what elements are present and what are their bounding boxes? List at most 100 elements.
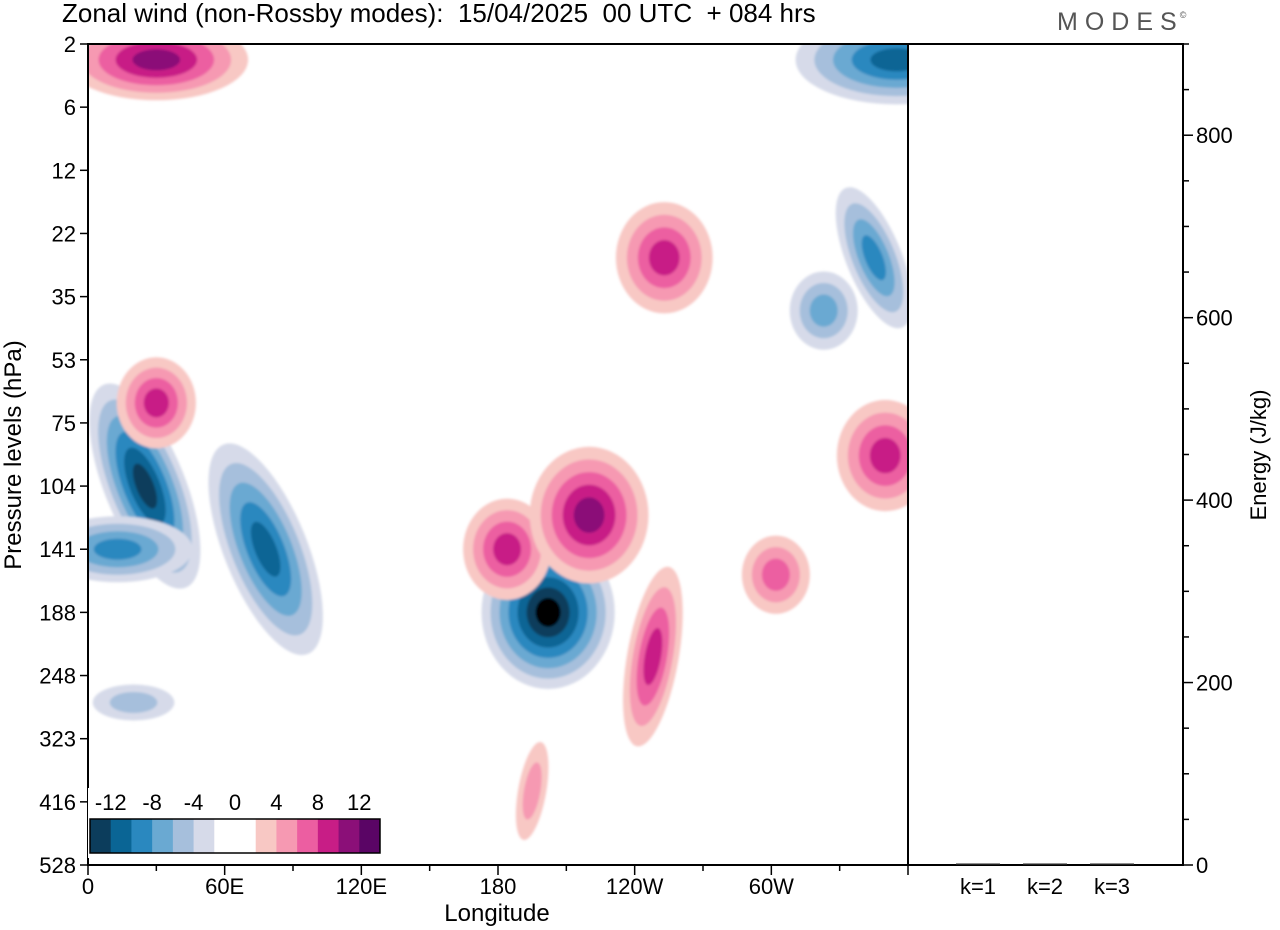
colorbar-swatch xyxy=(359,819,381,853)
colorbar-swatch xyxy=(110,819,132,853)
x-tick-label: 120E xyxy=(336,874,387,899)
wind-feature-easterly xyxy=(92,684,175,721)
wind-feature-westerly xyxy=(836,399,908,512)
contour-fill xyxy=(861,235,886,281)
y-tick-label: 6 xyxy=(64,95,76,120)
contour-fill xyxy=(522,762,542,820)
y-tick-label: 248 xyxy=(39,664,76,689)
wind-feature-easterly xyxy=(789,271,858,350)
wind-feature-westerly xyxy=(463,498,552,600)
contour-fill xyxy=(643,628,663,686)
colorbar-label: 0 xyxy=(229,790,241,815)
x-axis-label: Longitude xyxy=(444,900,549,927)
wind-feature-westerly xyxy=(515,741,549,840)
energy-axis-label: Energy (J/kg) xyxy=(1246,390,1271,521)
colorbar-swatch xyxy=(152,819,174,853)
contour-fill xyxy=(535,597,561,627)
heatmap-plot xyxy=(88,44,908,865)
colorbar-label: 12 xyxy=(347,790,371,815)
y-tick-label: 104 xyxy=(39,474,76,499)
colorbar-swatch xyxy=(90,819,112,853)
x-tick-label: 60W xyxy=(749,874,794,899)
colorbar-swatch xyxy=(255,819,277,853)
colorbar-label: -4 xyxy=(184,790,204,815)
contour-fill xyxy=(132,463,158,509)
y-tick-label: 12 xyxy=(52,158,76,183)
contour-fill xyxy=(93,538,142,560)
brand-name: MODES xyxy=(1057,8,1184,36)
y-tick-label: 323 xyxy=(39,727,76,752)
colorbar-swatch xyxy=(131,819,153,853)
contour-fill xyxy=(573,497,605,533)
y-tick-label: 22 xyxy=(52,221,76,246)
colorbar-swatch xyxy=(214,819,236,853)
x-tick-label: 120W xyxy=(606,874,664,899)
colorbar-swatch xyxy=(235,819,257,853)
wind-feature-westerly xyxy=(88,44,249,101)
colorbar-label: 4 xyxy=(270,790,282,815)
energy-bar xyxy=(1090,863,1134,865)
energy-tick-label: 600 xyxy=(1196,306,1233,331)
brand-mark: © xyxy=(1179,10,1187,20)
colorbar-frame xyxy=(89,818,381,854)
energy-tick-label: 0 xyxy=(1196,853,1208,878)
energy-bar xyxy=(956,863,1000,865)
energy-category-label: k=1 xyxy=(960,874,996,899)
contour-fill xyxy=(870,48,908,72)
colorbar-label: -8 xyxy=(142,790,162,815)
y-tick-label: 141 xyxy=(39,537,76,562)
wind-feature-westerly xyxy=(529,446,649,584)
contour-fill xyxy=(809,294,838,327)
colorbar: -12 -8 -4 0 4 8 12 xyxy=(88,788,384,858)
wind-feature-easterly xyxy=(795,44,908,105)
wind-feature-easterly xyxy=(208,443,323,656)
x-axis: 0 60E 120E 180 120W 60W xyxy=(82,865,909,899)
wind-feature-westerly xyxy=(615,202,713,314)
y-tick-label: 53 xyxy=(52,348,76,373)
colorbar-swatch xyxy=(276,819,298,853)
wind-feature-westerly xyxy=(623,566,683,747)
energy-bar-chart: 0 200 400 600 800 k=1 k=2 k=3 xyxy=(956,43,1233,899)
colorbar-swatch xyxy=(338,819,360,853)
contour-fill xyxy=(648,240,680,276)
contour-fill xyxy=(250,521,281,577)
y-tick-label: 75 xyxy=(52,411,76,436)
wind-feature-easterly xyxy=(835,187,908,329)
energy-category-label: k=2 xyxy=(1027,874,1063,899)
y-tick-label: 35 xyxy=(52,285,76,310)
x-tick-label: 0 xyxy=(82,874,94,899)
contour-fill xyxy=(493,533,522,566)
y-tick-label: 416 xyxy=(39,790,76,815)
colorbar-swatch xyxy=(297,819,319,853)
x-tick-label: 60E xyxy=(205,874,244,899)
wind-feature-westerly xyxy=(116,357,196,449)
colorbar-swatch xyxy=(193,819,215,853)
heatmap-background xyxy=(88,44,908,865)
wind-feature-westerly xyxy=(741,535,810,614)
y-axis: 2 6 12 22 35 53 75 104 141 188 248 323 416 528 xyxy=(39,32,88,878)
energy-tick-label: 200 xyxy=(1196,671,1233,696)
contour-fill xyxy=(761,558,790,591)
y-tick-label: 528 xyxy=(39,853,76,878)
energy-tick-label: 400 xyxy=(1196,488,1233,513)
contour-fill xyxy=(143,388,169,418)
colorbar-swatch xyxy=(172,819,195,853)
energy-panel-frame xyxy=(907,43,1184,866)
energy-tick-label: 800 xyxy=(1196,123,1233,148)
chart-title: Zonal wind (non-Rossby modes): 15/04/202… xyxy=(62,0,816,28)
brand-logo: MODES© xyxy=(1057,8,1190,37)
colorbar-label: 8 xyxy=(312,790,324,815)
contour-fill xyxy=(869,437,901,474)
y-tick-label: 188 xyxy=(39,600,76,625)
colorbar-swatch xyxy=(317,819,340,853)
x-tick-label: 180 xyxy=(480,874,517,899)
y-tick-label: 2 xyxy=(64,32,76,57)
contour-fill xyxy=(132,49,181,71)
contour-fill xyxy=(109,691,158,713)
energy-category-label: k=3 xyxy=(1094,874,1130,899)
colorbar-label: -12 xyxy=(95,790,127,815)
energy-bar xyxy=(1023,863,1067,865)
y-axis-label: Pressure levels (hPa) xyxy=(0,340,27,569)
wind-feature-easterly xyxy=(88,516,193,583)
